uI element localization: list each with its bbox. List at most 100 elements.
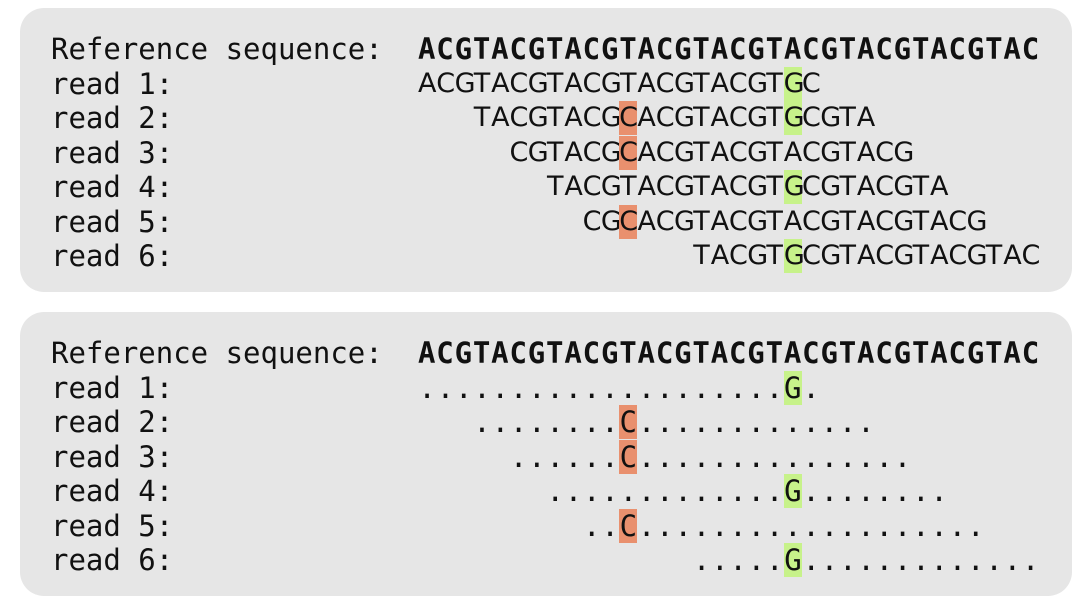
- read-row: read 3: CGTACGCACGTACGTACGTACG: [51, 135, 914, 170]
- read-row: read 6: .....G.............: [51, 543, 1039, 577]
- base: A: [856, 171, 876, 202]
- base: .: [656, 370, 674, 405]
- base: .: [857, 474, 875, 508]
- base: C: [655, 102, 675, 133]
- read-label: read 5:: [51, 508, 174, 543]
- base: .: [966, 508, 985, 543]
- base: .: [546, 405, 564, 439]
- base: G: [454, 67, 476, 99]
- base: A: [710, 67, 729, 99]
- base: .: [692, 405, 711, 439]
- base: T: [766, 136, 783, 168]
- base: T: [766, 67, 783, 99]
- base: .: [710, 474, 729, 508]
- base: G: [747, 240, 769, 271]
- base: .: [893, 474, 912, 508]
- read-row: read 4: .............G........: [51, 474, 948, 508]
- base: .: [546, 370, 564, 405]
- base: C: [655, 171, 675, 202]
- base: .: [528, 439, 546, 474]
- base: G: [747, 171, 769, 202]
- base: .: [601, 370, 619, 405]
- base: .: [985, 543, 1003, 577]
- base: G: [893, 171, 915, 202]
- base: C: [801, 136, 821, 168]
- base: .: [820, 508, 839, 543]
- read-row: read 6: TACGTGCGTACGTACGTAC: [51, 239, 1040, 273]
- base: G: [747, 102, 769, 133]
- base: C: [436, 67, 456, 99]
- reference-row: Reference sequence: ACGTACGTACGTACGTACGTA…: [51, 336, 1039, 370]
- base: A: [930, 240, 949, 271]
- base: .: [692, 508, 711, 543]
- base: A: [637, 67, 656, 99]
- variant-base-G: G: [783, 543, 803, 577]
- base: A: [564, 102, 583, 133]
- base: T: [693, 102, 710, 133]
- base: A: [564, 136, 583, 168]
- base: G: [600, 67, 622, 99]
- read-label: read 6:: [51, 239, 174, 273]
- base: .: [930, 543, 948, 577]
- read-label: read 4:: [51, 474, 174, 508]
- base: .: [1003, 543, 1022, 577]
- base: .: [509, 370, 528, 405]
- read-sequence: ..C...................: [583, 508, 985, 543]
- base: .: [710, 370, 729, 405]
- base: G: [747, 67, 768, 99]
- base: .: [893, 508, 912, 543]
- base: .: [893, 439, 912, 474]
- base: G: [674, 205, 695, 237]
- reference-label: Reference sequence:: [51, 32, 383, 66]
- base: .: [838, 474, 857, 508]
- read-sequence: TACGTGCGTACGTACGTAC: [692, 239, 1040, 273]
- read-row: read 3: ......C...............: [51, 439, 911, 474]
- base: A: [1003, 240, 1022, 271]
- base: .: [948, 508, 967, 543]
- base: .: [948, 543, 967, 577]
- base: .: [893, 543, 912, 577]
- base: T: [912, 171, 930, 202]
- base: C: [801, 67, 821, 99]
- base: G: [747, 205, 769, 237]
- base: C: [875, 136, 894, 168]
- base: .: [619, 474, 638, 508]
- base: .: [601, 439, 619, 474]
- base: T: [839, 171, 856, 202]
- base: .: [784, 439, 802, 474]
- base: T: [839, 136, 856, 168]
- base: .: [875, 474, 893, 508]
- read-label: read 5:: [51, 204, 174, 239]
- base: .: [601, 508, 619, 543]
- variant-base-G: G: [783, 474, 802, 508]
- base: .: [692, 474, 711, 508]
- base: .: [710, 439, 729, 474]
- base: .: [674, 508, 692, 543]
- base: .: [729, 543, 747, 577]
- base: A: [491, 102, 510, 133]
- reference-label: Reference sequence:: [51, 336, 383, 370]
- base: T: [693, 205, 710, 237]
- base: .: [747, 508, 766, 543]
- variant-base-G: G: [783, 101, 805, 135]
- base: .: [619, 370, 637, 405]
- base: .: [967, 543, 985, 577]
- read-sequence: ....................G.: [418, 370, 820, 405]
- variant-base-C: C: [619, 439, 638, 474]
- base: .: [820, 474, 839, 508]
- base: .: [747, 474, 766, 508]
- base: .: [820, 543, 839, 577]
- base: G: [893, 205, 915, 237]
- read-row: read 1: ACGTACGTACGTACGTACGTGC: [51, 66, 821, 101]
- base: .: [674, 370, 692, 405]
- read-sequence: .....G.............: [692, 543, 1039, 577]
- base: A: [710, 205, 730, 237]
- variant-base-C: C: [619, 405, 638, 439]
- read-sequence: TACGTACGCACGTACGTGCGTA: [473, 101, 875, 135]
- base: T: [546, 171, 564, 202]
- base: T: [912, 240, 930, 271]
- base: .: [729, 370, 747, 405]
- base: .: [491, 370, 509, 405]
- base: .: [729, 474, 747, 508]
- base: A: [637, 171, 656, 202]
